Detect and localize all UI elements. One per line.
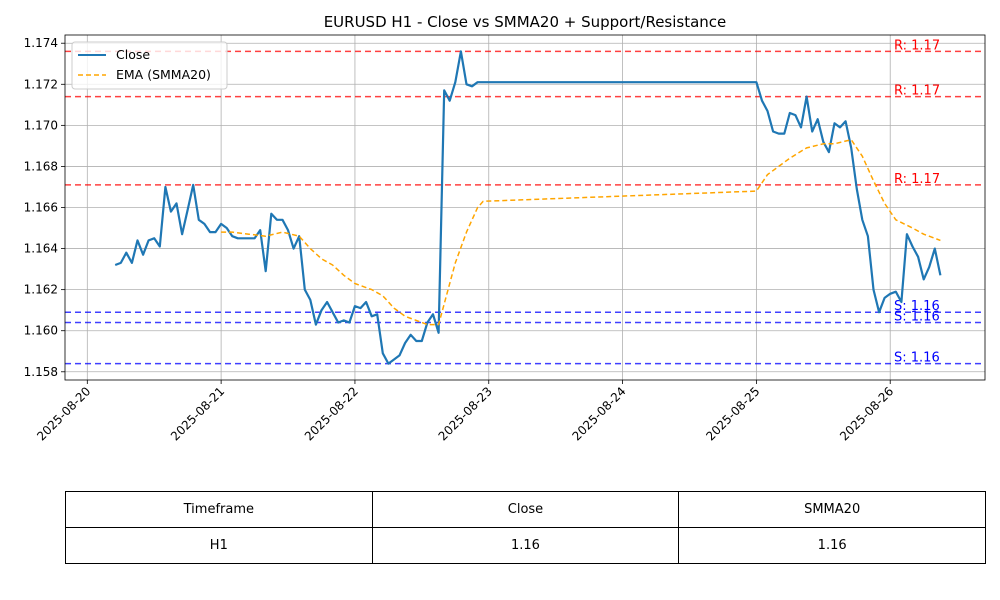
support-label: S: 1.16	[894, 299, 940, 314]
series-lines	[114, 50, 942, 365]
table-cell-timeframe: H1	[65, 527, 373, 564]
x-tick-label: 2025-08-24	[569, 384, 628, 443]
y-tick-label: 1.174	[24, 36, 58, 50]
chart-title: EURUSD H1 - Close vs SMMA20 + Support/Re…	[324, 13, 727, 31]
table-cell-smma20: 1.16	[678, 527, 986, 564]
x-tick-label: 2025-08-20	[34, 384, 93, 443]
table-header-cell: Close	[371, 491, 680, 528]
support-label: S: 1.16	[894, 310, 940, 325]
ema-line	[221, 138, 941, 326]
table-row: H1 1.16 1.16	[65, 527, 986, 564]
y-tick-label: 1.162	[24, 283, 58, 297]
x-tick-label: 2025-08-22	[302, 384, 361, 443]
y-tick-label: 1.160	[24, 324, 58, 338]
x-tick-label: 2025-08-25	[703, 384, 762, 443]
x-tick-label: 2025-08-21	[168, 384, 227, 443]
y-tick-label: 1.158	[24, 365, 58, 379]
support-label: S: 1.16	[894, 351, 940, 366]
x-tick-label: 2025-08-26	[837, 384, 896, 443]
resistance-label: R: 1.17	[894, 84, 940, 99]
legend-close-label: Close	[116, 47, 150, 62]
table-header-cell: SMMA20	[678, 491, 986, 528]
y-tick-label: 1.164	[24, 242, 58, 256]
table-cell-close: 1.16	[371, 527, 680, 564]
summary-table: Timeframe Close SMMA20 H1 1.16 1.16	[65, 491, 986, 564]
y-tick-label: 1.172	[24, 77, 58, 91]
close-line	[114, 50, 942, 365]
x-tick-label: 2025-08-23	[436, 384, 495, 443]
y-tick-label: 1.166	[24, 201, 58, 215]
legend: Close EMA (SMMA20)	[71, 41, 228, 90]
table-header-row: Timeframe Close SMMA20	[65, 491, 986, 528]
plot-frame	[64, 34, 986, 381]
legend-box	[71, 41, 228, 90]
y-tick-label: 1.168	[24, 159, 58, 173]
resistance-label: R: 1.17	[894, 38, 940, 53]
support-resistance-levels: R: 1.17R: 1.17R: 1.17S: 1.16S: 1.16S: 1.…	[65, 38, 985, 366]
grid	[65, 35, 985, 380]
legend-ema-label: EMA (SMMA20)	[116, 67, 211, 82]
table-header-cell: Timeframe	[65, 491, 373, 528]
resistance-label: R: 1.17	[894, 172, 940, 187]
y-tick-label: 1.170	[24, 118, 58, 132]
